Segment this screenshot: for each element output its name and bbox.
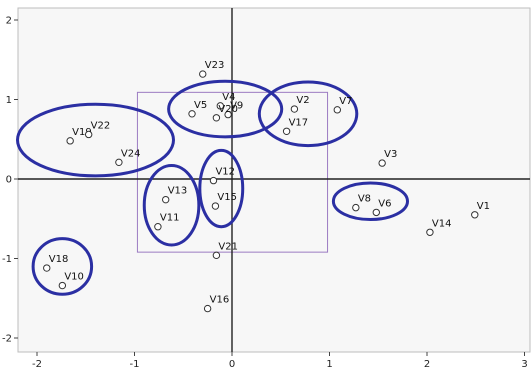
- data-point-v7: V7: [333, 96, 353, 114]
- data-point-v19: V19: [66, 127, 92, 145]
- plot-area: [17, 7, 531, 353]
- point-label: V23: [205, 60, 225, 71]
- data-point-v14: V14: [426, 218, 452, 236]
- y-tick-label: 2: [6, 16, 12, 27]
- data-point-v5: V5: [188, 100, 207, 118]
- point-label: V1: [477, 201, 490, 212]
- point-marker: [216, 102, 225, 110]
- data-point-v20: V20: [212, 104, 238, 122]
- cluster-ellipse: [31, 237, 94, 296]
- point-marker: [212, 114, 221, 122]
- data-point-v24: V24: [115, 148, 141, 167]
- point-marker: [199, 70, 207, 78]
- x-tick-label: 0: [229, 359, 235, 370]
- data-point-v4: V4: [216, 92, 236, 110]
- point-label: V8: [358, 194, 371, 205]
- point-marker: [282, 127, 291, 136]
- data-point-v9: V9: [224, 101, 243, 119]
- points-layer: V1 V2 V3 V4 V5 V6 V7 V8 V9 V10 V11 V12 V13 V14 V15 V16 V…: [43, 60, 490, 313]
- point-label: V10: [64, 272, 84, 283]
- point-marker: [352, 203, 360, 212]
- cluster-ellipse: [167, 79, 284, 139]
- y-tick-label: -2: [2, 334, 12, 345]
- x-tick-label: -2: [32, 359, 42, 370]
- y-tick-label: 0: [6, 175, 12, 186]
- y-tick-label: 1: [6, 95, 12, 106]
- point-marker: [43, 264, 51, 272]
- point-marker: [162, 195, 170, 204]
- data-point-v3: V3: [378, 149, 397, 167]
- point-marker: [471, 211, 479, 219]
- point-label: V24: [121, 148, 141, 159]
- point-label: V2: [296, 95, 309, 106]
- x-tick-label: 2: [424, 359, 430, 370]
- point-marker: [426, 228, 434, 236]
- cluster-ellipse: [331, 181, 410, 222]
- point-label: V17: [289, 117, 309, 128]
- data-point-v6: V6: [372, 198, 392, 217]
- point-marker: [188, 110, 196, 118]
- data-point-v17: V17: [282, 117, 309, 136]
- data-point-v2: V2: [290, 95, 310, 113]
- data-point-v15: V15: [211, 192, 237, 210]
- data-point-v10: V10: [58, 272, 84, 290]
- point-label: V4: [222, 92, 235, 103]
- data-point-v1: V1: [471, 201, 490, 219]
- point-label: V3: [384, 149, 397, 160]
- point-label: V21: [218, 241, 238, 252]
- data-point-v13: V13: [162, 186, 188, 204]
- point-label: V14: [432, 218, 452, 229]
- x-tick-label: 1: [326, 359, 332, 370]
- point-label: V22: [91, 120, 111, 131]
- point-label: V12: [215, 167, 235, 178]
- data-point-v23: V23: [199, 60, 225, 78]
- point-label: V20: [218, 104, 238, 115]
- point-marker: [211, 202, 220, 210]
- point-marker: [333, 106, 341, 114]
- point-marker: [224, 110, 232, 119]
- data-point-v22: V22: [84, 120, 111, 139]
- x-tick-label: 3: [521, 359, 527, 370]
- point-marker: [209, 176, 218, 185]
- x-tick-label: -1: [130, 359, 140, 370]
- point-label: V18: [49, 254, 69, 265]
- point-label: V16: [210, 295, 230, 306]
- point-marker: [58, 281, 67, 290]
- point-marker: [66, 137, 74, 145]
- data-point-v18: V18: [43, 254, 69, 272]
- point-marker: [290, 105, 299, 113]
- point-label: V19: [72, 127, 92, 138]
- point-marker: [115, 158, 123, 167]
- point-label: V9: [230, 101, 243, 112]
- data-point-v8: V8: [352, 194, 371, 212]
- data-point-v16: V16: [203, 295, 230, 313]
- data-point-v12: V12: [209, 167, 235, 185]
- point-marker: [154, 223, 162, 231]
- point-label: V13: [168, 186, 188, 197]
- cluster-ellipse: [142, 163, 201, 247]
- axes-layer: -2 -1 0 1 2 3 2 1 0 -1 -2: [2, 8, 530, 370]
- point-label: V6: [378, 198, 391, 209]
- point-label: V11: [160, 213, 180, 224]
- data-point-v11: V11: [154, 213, 180, 231]
- point-label: V7: [339, 96, 352, 107]
- cluster-ellipse: [16, 102, 175, 178]
- point-marker: [372, 208, 380, 217]
- y-tick-label: -1: [2, 254, 12, 265]
- cluster-ellipse: [198, 148, 245, 229]
- point-marker: [203, 304, 212, 313]
- point-marker: [378, 159, 386, 167]
- cluster-ellipse: [257, 80, 359, 148]
- point-marker: [212, 251, 221, 260]
- data-point-v21: V21: [212, 241, 238, 260]
- point-label: V5: [194, 100, 207, 111]
- point-label: V15: [217, 192, 237, 203]
- point-marker: [84, 130, 93, 139]
- cluster-layer: [16, 79, 410, 296]
